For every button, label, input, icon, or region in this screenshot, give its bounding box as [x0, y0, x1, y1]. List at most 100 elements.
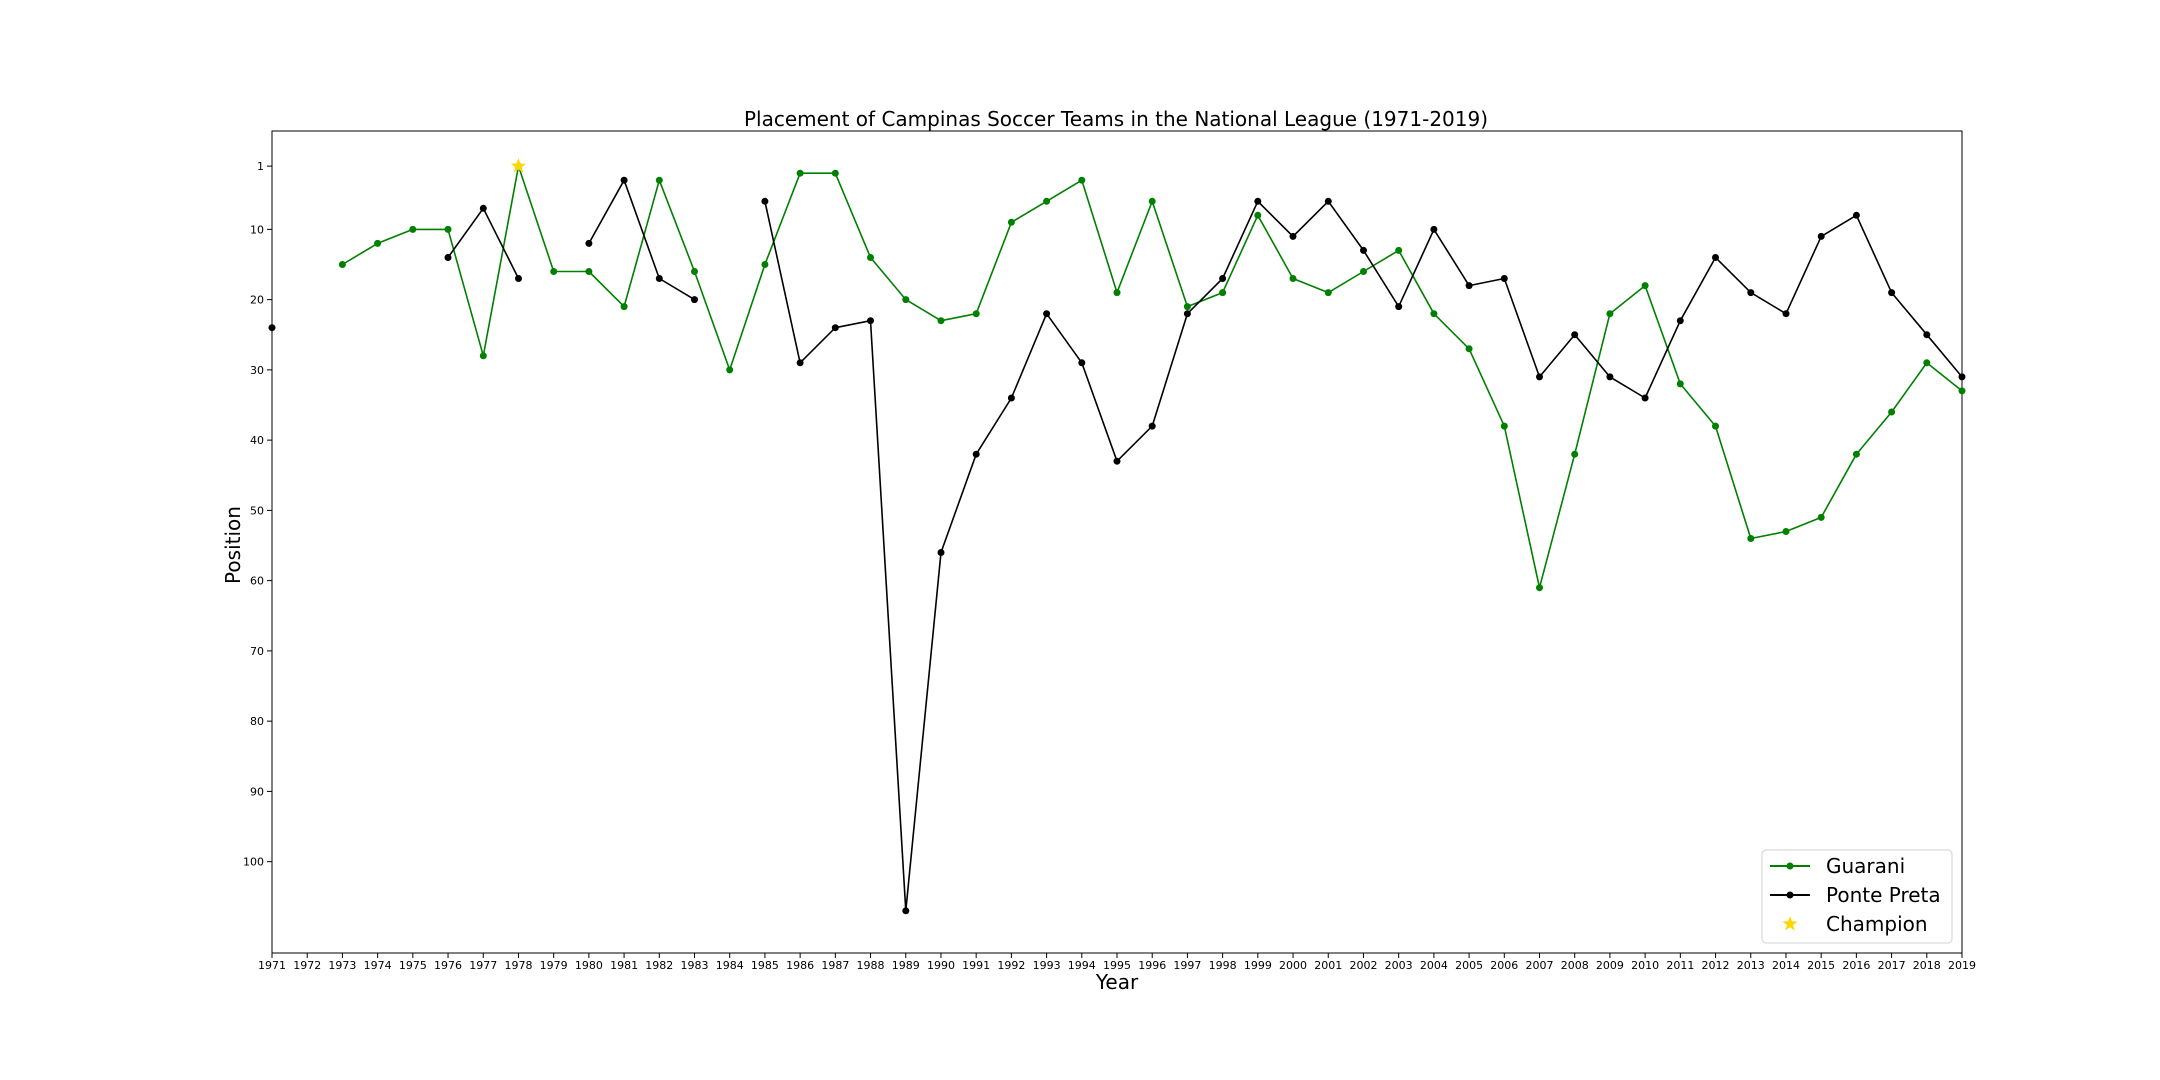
- x-tick-label-1982: 1982: [645, 959, 673, 972]
- point-ponte-preta-2019: [1958, 373, 1966, 381]
- point-guarani-1994: [1078, 176, 1086, 184]
- point-guarani-2019: [1958, 387, 1966, 395]
- legend-label-ponte-preta: Ponte Preta: [1826, 883, 1941, 907]
- point-guarani-1987: [831, 169, 839, 177]
- plot-area: [271, 130, 1963, 954]
- point-guarani-1974: [374, 239, 382, 247]
- x-tick-label-1993: 1993: [1033, 959, 1061, 972]
- point-ponte-preta-2005: [1465, 282, 1473, 290]
- point-ponte-preta-2013: [1747, 289, 1755, 297]
- x-tick-label-2002: 2002: [1349, 959, 1377, 972]
- point-guarani-2004: [1430, 310, 1438, 318]
- point-ponte-preta-1978: [515, 275, 522, 282]
- point-ponte-preta-2017: [1888, 289, 1896, 297]
- point-guarani-2014: [1782, 528, 1790, 535]
- x-tick-label-2014: 2014: [1772, 959, 1800, 972]
- point-ponte-preta-2016: [1852, 211, 1860, 219]
- x-tick-label-2012: 2012: [1702, 959, 1730, 972]
- point-ponte-preta-1982: [655, 275, 663, 282]
- x-tick-label-1999: 1999: [1244, 959, 1272, 972]
- x-tick-label-2006: 2006: [1490, 959, 1518, 972]
- point-guarani-2013: [1747, 535, 1755, 542]
- series-lines: [341, 165, 1963, 912]
- series-line-ponte-preta: [447, 179, 1963, 912]
- x-tick-label-1974: 1974: [364, 959, 392, 972]
- x-tick-label-1981: 1981: [610, 959, 638, 972]
- x-tick-label-2010: 2010: [1631, 959, 1659, 972]
- plot-frame: [271, 130, 1963, 954]
- x-tick-label-1983: 1983: [681, 959, 709, 972]
- point-ponte-preta-1988: [867, 317, 874, 325]
- point-guarani-2009: [1606, 310, 1614, 318]
- legend: Guarani Ponte Preta Champion: [1761, 849, 1953, 944]
- point-guarani-1992: [1007, 218, 1015, 226]
- point-ponte-preta-1993: [1043, 310, 1051, 318]
- x-tick-label-2009: 2009: [1596, 959, 1624, 972]
- point-guarani-2005: [1465, 345, 1473, 353]
- x-tick-label-2016: 2016: [1842, 959, 1870, 972]
- y-tick-label-80: 80: [250, 715, 264, 728]
- point-guarani-1979: [550, 268, 558, 275]
- point-ponte-preta-2004: [1430, 225, 1438, 233]
- x-tick-label-2019: 2019: [1948, 959, 1976, 972]
- point-guarani-2003: [1395, 246, 1403, 254]
- point-guarani-1985: [761, 261, 769, 268]
- point-ponte-preta-1992: [1007, 394, 1015, 402]
- x-tick-label-1989: 1989: [892, 959, 920, 972]
- legend-box: [1761, 849, 1953, 944]
- point-guarani-2015: [1817, 513, 1825, 521]
- x-tick-label-1988: 1988: [857, 959, 885, 972]
- x-tick-label-1990: 1990: [927, 959, 955, 972]
- point-ponte-preta-1991: [972, 450, 980, 458]
- point-guarani-1977: [479, 352, 487, 360]
- y-tick-label-50: 50: [250, 504, 264, 517]
- point-ponte-preta-1999: [1254, 197, 1262, 205]
- x-tick-label-1985: 1985: [751, 959, 779, 972]
- y-tick-label-30: 30: [250, 364, 264, 377]
- point-guarani-1981: [620, 303, 628, 311]
- x-tick-label-1987: 1987: [821, 959, 849, 972]
- x-tick-label-1996: 1996: [1138, 959, 1166, 972]
- x-tick-label-1986: 1986: [786, 959, 814, 972]
- x-tick-label-1980: 1980: [575, 959, 603, 972]
- point-ponte-preta-1976: [444, 254, 452, 261]
- y-tick-label-20: 20: [250, 294, 264, 307]
- champion-star-1978: [510, 158, 527, 173]
- x-tick-label-1979: 1979: [540, 959, 568, 972]
- x-tick-label-1975: 1975: [399, 959, 427, 972]
- y-tick-label-10: 10: [250, 223, 264, 236]
- x-tick-label-1991: 1991: [962, 959, 990, 972]
- point-guarani-2010: [1641, 282, 1649, 290]
- x-tick-label-2001: 2001: [1314, 959, 1342, 972]
- point-guarani-2011: [1676, 380, 1684, 388]
- x-tick-label-2013: 2013: [1737, 959, 1765, 972]
- point-guarani-1982: [655, 176, 663, 184]
- point-ponte-preta-1983: [691, 296, 698, 304]
- point-ponte-preta-2010: [1641, 394, 1649, 402]
- legend-marker-champion: [1782, 916, 1798, 931]
- point-guarani-2017: [1888, 408, 1896, 416]
- legend-marker-ponte-preta: [1786, 891, 1794, 899]
- point-guarani-2006: [1500, 422, 1508, 430]
- x-axis-title: Year: [1095, 970, 1139, 994]
- x-tick-label-2003: 2003: [1385, 959, 1413, 972]
- point-ponte-preta-1987: [831, 324, 839, 332]
- series-line-guarani: [341, 165, 1963, 589]
- point-guarani-1980: [585, 268, 593, 275]
- point-guarani-1991: [972, 310, 980, 318]
- point-guarani-2002: [1360, 268, 1367, 275]
- point-ponte-preta-1986: [796, 359, 804, 367]
- point-guarani-1993: [1043, 197, 1051, 205]
- point-ponte-preta-2008: [1571, 331, 1579, 339]
- point-ponte-preta-1996: [1148, 422, 1156, 430]
- legend-marker-guarani: [1786, 862, 1794, 870]
- point-ponte-preta-2014: [1782, 310, 1790, 318]
- x-tick-label-1977: 1977: [469, 959, 497, 972]
- chart-title: Placement of Campinas Soccer Teams in th…: [744, 107, 1488, 131]
- x-tick-label-1973: 1973: [328, 959, 356, 972]
- x-tick-label-1984: 1984: [716, 959, 744, 972]
- x-tick-label-2000: 2000: [1279, 959, 1307, 972]
- y-axis-title: Position: [221, 506, 245, 584]
- x-tick-label-2008: 2008: [1561, 959, 1589, 972]
